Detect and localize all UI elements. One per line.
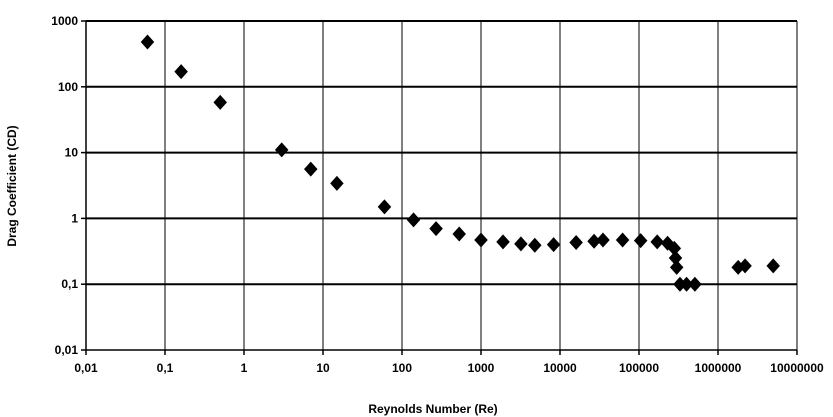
x-tick-label: 10000000 (770, 361, 824, 375)
data-point-diamond (615, 232, 630, 248)
grid-lines (86, 20, 798, 350)
data-point-diamond (546, 237, 561, 253)
data-point-diamond (679, 276, 694, 292)
data-point-diamond (667, 240, 682, 256)
data-point-diamond (406, 212, 421, 228)
data-point-diamond (569, 235, 583, 251)
data-point-diamond (528, 237, 542, 253)
data-point-diamond (766, 258, 780, 274)
x-tick-label: 10000 (543, 361, 577, 375)
data-point-diamond (688, 276, 702, 292)
data-point-diamond (633, 233, 648, 249)
data-point-diamond (377, 199, 392, 215)
data-point-diamond (140, 34, 155, 50)
y-tick-label: 0,01 (55, 343, 79, 357)
data-point-diamond (669, 259, 684, 275)
data-point-diamond (213, 94, 227, 110)
data-point-diamond (668, 250, 683, 266)
x-tick-label: 1000 (468, 361, 495, 375)
data-point-diamond (274, 142, 289, 158)
y-tick-label: 1 (71, 211, 78, 225)
data-point-diamond (514, 236, 528, 252)
y-tick-label: 10 (65, 146, 79, 160)
data-point-diamond (496, 234, 510, 250)
data-points (140, 34, 780, 292)
x-axis-title: Reynolds Number (Re) (368, 402, 497, 416)
data-point-diamond (429, 221, 443, 237)
data-point-diamond (330, 175, 344, 191)
data-point-diamond (650, 234, 664, 250)
y-tick-label: 1000 (51, 14, 78, 28)
y-tick-label: 100 (58, 80, 78, 94)
x-tick-label: 1000000 (695, 361, 742, 375)
data-point-diamond (304, 161, 318, 177)
x-tick-label: 0,01 (74, 361, 98, 375)
data-point-diamond (174, 64, 188, 80)
data-point-diamond (596, 232, 610, 248)
x-tick-labels: 0,01 0,1 1 10 100 1000 10000 100000 1000000 10000… (74, 361, 824, 375)
data-point-diamond (587, 233, 601, 249)
x-tick-label: 100 (392, 361, 412, 375)
y-tick-label: 0,1 (61, 277, 78, 291)
x-tick-label: 1 (241, 361, 248, 375)
data-point-diamond (474, 232, 488, 248)
x-tick-label: 100000 (619, 361, 659, 375)
axes (81, 20, 798, 355)
data-point-diamond (452, 226, 466, 242)
y-tick-labels: 0,01 0,1 1 10 100 1000 (51, 14, 78, 357)
x-tick-label: 0,1 (157, 361, 174, 375)
x-tick-label: 10 (316, 361, 330, 375)
y-axis-title: Drag Coefficient (CD) (5, 125, 19, 246)
data-point-diamond (738, 258, 752, 274)
